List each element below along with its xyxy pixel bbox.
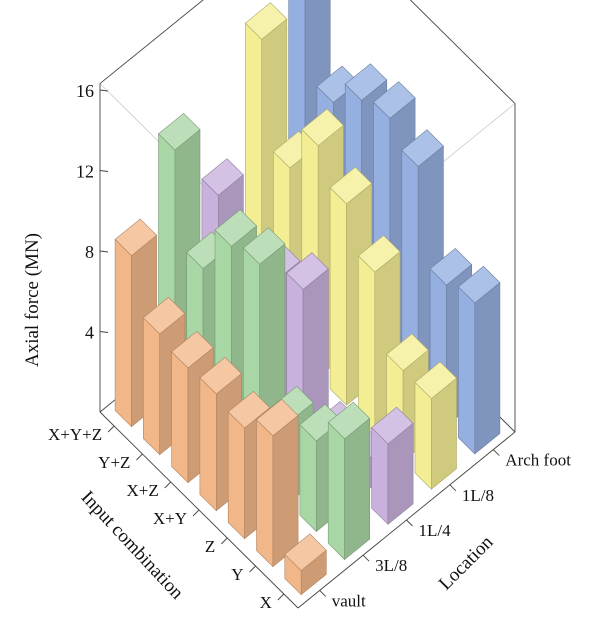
z-tick-label: 4 [85,323,94,343]
bar-1l-8-x [414,361,457,490]
location-tick-label: 1L/8 [462,486,494,505]
bar-arch-foot-x [457,265,501,455]
location-tick-label: vault [332,591,366,610]
combination-tick-label: X+Y [153,509,187,528]
y-axis-title: Input combination [77,487,188,604]
z-tick-label: 8 [85,242,94,262]
combination-tick-label: Y+Z [98,453,130,472]
location-tick-label: 3L/8 [375,556,407,575]
combination-tick-label: X+Z [126,481,158,500]
location-tick-mark [319,590,327,597]
combination-tick-mark [192,509,200,517]
tick-labels: 4 8 12 16 XYZ X+Y X+Z Y+Z X+Y+Z vault 3L/8 1L/4 1L/8… [48,81,571,612]
combination-tick-label: Z [205,537,215,556]
bar-vault-y [256,398,299,568]
z-tick-mark [99,250,109,253]
combination-tick-mark [136,453,143,461]
z-tick-label: 12 [76,162,94,182]
z-tick-label: 16 [76,81,94,101]
bar-1l-4-x [371,406,414,526]
bar-vault-x [284,533,327,596]
combination-tick-mark [277,593,285,601]
bar-3l-8-x [327,401,371,561]
location-tick-mark [449,484,457,492]
combination-tick-mark [220,537,228,545]
z-tick-mark [99,170,109,172]
combination-tick-label: X+Y+Z [48,425,102,444]
z-axis-title: Axial force (MN) [22,233,43,367]
combination-tick-mark [249,565,256,573]
box-back-edge-4 [409,0,516,104]
location-tick-label: Arch foot [505,451,571,470]
z-tick-mark [99,89,109,92]
bars [114,0,501,596]
location-tick-mark [406,519,413,527]
location-tick-mark [362,554,370,562]
location-tick-mark [492,449,500,456]
combination-tick-label: Y [231,565,243,584]
location-tick-label: 1L/4 [419,521,452,540]
combination-tick-mark [107,425,115,433]
combination-tick-label: X [260,593,272,612]
x-axis-title: Location [435,531,498,594]
combination-tick-mark [164,481,172,489]
box-back-edge-3 [99,0,204,84]
z-tick-mark [99,331,109,333]
